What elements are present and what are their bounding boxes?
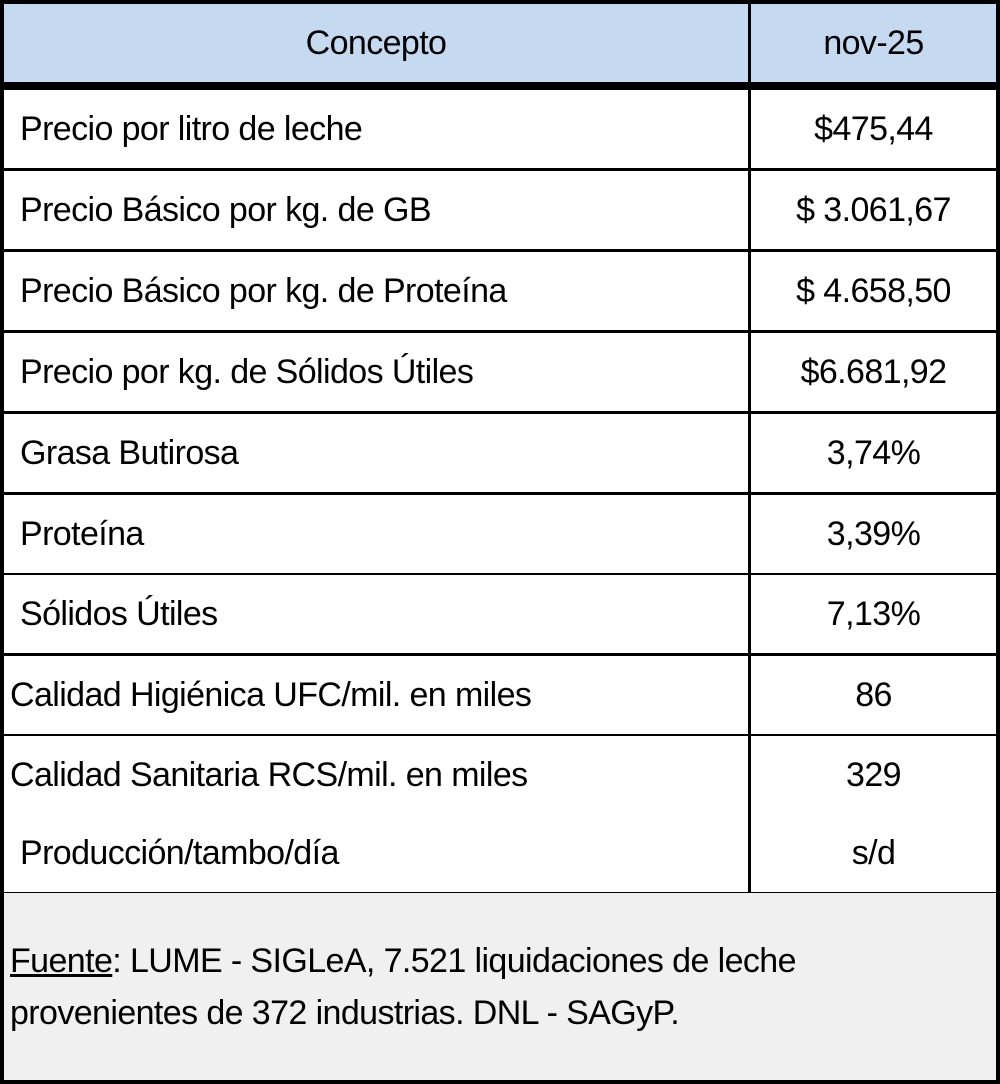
row-concept: Calidad Sanitaria RCS/mil. en miles [10,755,528,794]
row-concept: Precio por litro de leche [20,109,363,148]
row-concept: Precio por kg. de Sólidos Útiles [20,352,474,391]
source-text: : LUME - SIGLeA, 7.521 liquidaciones de … [10,942,797,1032]
table-row: Sólidos Útiles 7,13% [4,575,996,656]
table-header: Concepto nov-25 [4,4,996,90]
table-row: Precio por litro de leche $475,44 [4,90,996,171]
row-concept: Sólidos Útiles [20,594,218,633]
row-value: s/d [748,814,996,892]
row-value: 7,13% [748,575,996,653]
row-value: 329 [748,736,996,814]
source-footnote: Fuente: LUME - SIGLeA, 7.521 liquidacion… [4,893,996,1080]
table-row: Precio por kg. de Sólidos Útiles $6.681,… [4,333,996,414]
row-concept: Precio Básico por kg. de Proteína [20,271,507,310]
table-row: Calidad Higiénica UFC/mil. en miles 86 [4,656,996,737]
row-concept: Grasa Butirosa [20,433,239,472]
row-value: $6.681,92 [748,333,996,411]
source-label: Fuente [10,942,113,980]
row-value: $ 3.061,67 [748,171,996,249]
table-row: Precio Básico por kg. de Proteína $ 4.65… [4,252,996,333]
row-value: 86 [748,656,996,734]
row-value: $ 4.658,50 [748,252,996,330]
row-value: $475,44 [748,90,996,168]
row-value: 3,74% [748,414,996,492]
row-concept: Precio Básico por kg. de GB [20,190,432,229]
row-concept: Proteína [20,514,144,553]
row-concept: Calidad Higiénica UFC/mil. en miles [10,675,532,714]
table-row: Grasa Butirosa 3,74% [4,414,996,495]
row-value: 3,39% [748,495,996,573]
table-row: Proteína 3,39% [4,495,996,576]
header-period: nov-25 [748,4,996,82]
table-row: Producción/tambo/día s/d [4,814,996,895]
row-concept: Producción/tambo/día [20,833,339,872]
table-row: Calidad Sanitaria RCS/mil. en miles 329 [4,736,996,817]
table-row: Precio Básico por kg. de GB $ 3.061,67 [4,171,996,252]
header-concept: Concepto [305,23,447,62]
